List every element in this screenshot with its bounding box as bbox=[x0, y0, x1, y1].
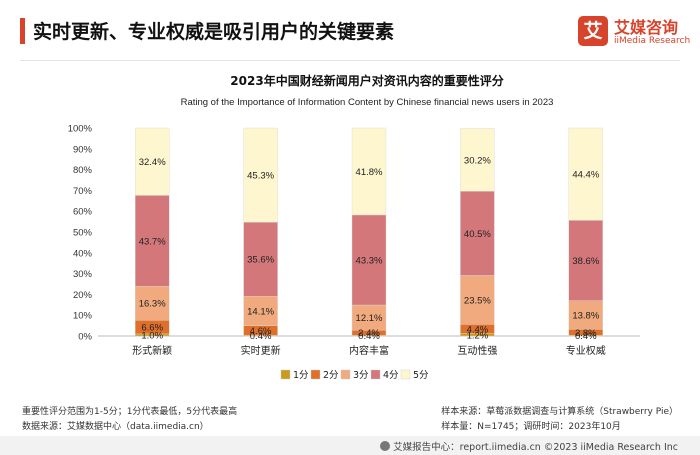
legend-swatch bbox=[310, 369, 321, 380]
logo-mark-icon: 艾 bbox=[578, 16, 608, 46]
sample-info: 样本量：N=1745；调研时间：2023年10月 bbox=[441, 422, 621, 432]
data-label: 2.4% bbox=[358, 328, 380, 339]
legend-label: 4分 bbox=[383, 370, 399, 381]
data-label: 6.6% bbox=[141, 323, 163, 334]
legend-swatch bbox=[280, 369, 291, 380]
data-label: 30.2% bbox=[464, 155, 491, 166]
bar-segment bbox=[460, 128, 495, 192]
rating-note: 重要性评分范围为1-5分；1分代表最低，5分代表最高 bbox=[22, 407, 238, 417]
x-tick-label: 内容丰富 bbox=[349, 344, 389, 357]
data-label: 44.4% bbox=[572, 170, 599, 181]
data-label: 32.4% bbox=[139, 157, 166, 168]
legend-label: 5分 bbox=[413, 370, 429, 381]
data-label: 13.8% bbox=[572, 310, 599, 321]
title-accent-bar bbox=[20, 18, 25, 44]
data-label: 23.5% bbox=[464, 295, 491, 306]
report-center-icon bbox=[380, 441, 391, 451]
bar-segment bbox=[460, 191, 495, 276]
bar-segment bbox=[134, 127, 170, 196]
bar-segment bbox=[460, 275, 495, 325]
data-label: 41.8% bbox=[356, 167, 383, 178]
header-divider bbox=[20, 60, 680, 61]
copyright-line: 艾媒报告中心：report.iimedia.cn ©2023 iiMedia R… bbox=[380, 439, 678, 453]
bar-segment bbox=[568, 127, 603, 221]
page-header: 实时更新、专业权威是吸引用户的关键要素 艾 艾媒咨询 iiMedia Resea… bbox=[0, 0, 700, 62]
data-label: 43.7% bbox=[139, 236, 166, 247]
data-label: 1.0% bbox=[141, 330, 163, 341]
bar-segment bbox=[243, 127, 278, 223]
data-label: 1.2% bbox=[467, 330, 489, 341]
data-label: 14.1% bbox=[247, 306, 274, 317]
chart-subtitle: Rating of the Importance of Information … bbox=[181, 97, 554, 108]
data-label: 0.4% bbox=[358, 331, 380, 342]
y-tick-label: 90% bbox=[73, 144, 93, 155]
bar-segment bbox=[568, 220, 603, 301]
y-tick-label: 20% bbox=[73, 290, 93, 301]
chart-title: 2023年中国财经新闻用户对资讯内容的重要性评分 bbox=[230, 73, 503, 88]
data-label: 43.3% bbox=[356, 255, 383, 266]
data-label: 0.4% bbox=[250, 331, 272, 342]
data-label: 35.6% bbox=[247, 255, 274, 266]
legend-swatch bbox=[400, 369, 411, 380]
data-label: 4.4% bbox=[467, 324, 489, 335]
stacked-bar-chart: 2023年中国财经新闻用户对资讯内容的重要性评分 Rating of the I… bbox=[68, 73, 640, 381]
x-tick-label: 专业权威 bbox=[566, 344, 606, 357]
data-label: 38.6% bbox=[572, 256, 599, 267]
y-tick-label: 50% bbox=[73, 228, 93, 239]
footer-right: 样本来源：草莓派数据调查与计算系统（Strawberry Pie） 样本量：N=… bbox=[441, 405, 678, 435]
bar-segment bbox=[351, 304, 387, 331]
iimedia-logo: 艾 艾媒咨询 iiMedia Research bbox=[578, 14, 690, 54]
bar-segment bbox=[243, 222, 278, 297]
copyright-band bbox=[0, 436, 700, 455]
y-tick-label: 100% bbox=[68, 124, 93, 135]
bar-segment bbox=[568, 300, 603, 330]
x-tick-label: 实时更新 bbox=[241, 344, 281, 357]
data-label: 16.3% bbox=[139, 299, 166, 310]
y-tick-label: 80% bbox=[73, 165, 93, 176]
legend-label: 2分 bbox=[323, 370, 339, 381]
data-source: 数据来源：艾媒数据中心（data.iimedia.cn） bbox=[22, 422, 209, 432]
data-label: 2.8% bbox=[575, 328, 597, 339]
legend-label: 1分 bbox=[293, 370, 309, 381]
data-label: 45.3% bbox=[247, 171, 274, 182]
y-tick-label: 30% bbox=[73, 269, 93, 280]
data-label: 0.4% bbox=[575, 331, 597, 342]
logo-chinese-name: 艾媒咨询 bbox=[614, 18, 679, 37]
bar-segment bbox=[351, 127, 387, 216]
y-tick-label: 70% bbox=[73, 186, 93, 197]
y-tick-label: 10% bbox=[73, 311, 93, 322]
legend-label: 3分 bbox=[353, 370, 369, 381]
data-label: 4.6% bbox=[250, 326, 272, 337]
data-label: 12.1% bbox=[356, 313, 383, 324]
footer-left: 重要性评分范围为1-5分；1分代表最低，5分代表最高 数据来源：艾媒数据中心（d… bbox=[22, 405, 237, 435]
x-tick-label: 互动性强 bbox=[457, 344, 497, 357]
legend-swatch bbox=[340, 369, 351, 380]
data-label: 40.5% bbox=[464, 229, 491, 240]
bar-segment bbox=[134, 286, 170, 321]
chart-legend: 1分 2分 3分 4分 5分 bbox=[280, 369, 429, 381]
legend-swatch bbox=[370, 369, 381, 380]
copyright-text: 艾媒报告中心：report.iimedia.cn ©2023 iiMedia R… bbox=[393, 442, 678, 453]
plot-area: 0% 10% 20% 30% 40% 50% 60% 70% 80% 90% 100% 1.0%6.6… bbox=[68, 124, 640, 357]
y-tick-label: 40% bbox=[73, 248, 93, 259]
y-tick-label: 60% bbox=[73, 207, 93, 218]
sample-source: 样本来源：草莓派数据调查与计算系统（Strawberry Pie） bbox=[441, 407, 678, 417]
page-title: 实时更新、专业权威是吸引用户的关键要素 bbox=[33, 21, 395, 43]
x-tick-label: 形式新颖 bbox=[132, 344, 172, 357]
y-tick-label: 0% bbox=[78, 332, 92, 343]
bar-segment bbox=[243, 296, 278, 326]
logo-english-name: iiMedia Research bbox=[614, 36, 691, 46]
